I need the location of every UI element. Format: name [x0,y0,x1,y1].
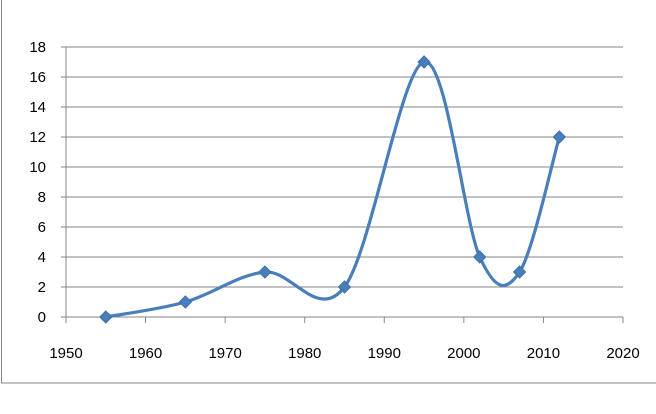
x-tick-label: 2010 [527,345,560,362]
x-tick-label: 1960 [129,345,162,362]
y-tick-label: 6 [38,219,46,236]
y-tick-label: 2 [38,279,46,296]
y-tick-label: 18 [29,39,46,56]
x-tick-label: 1990 [368,345,401,362]
y-tick-label: 16 [29,69,46,86]
chart-border [2,0,656,383]
y-tick-label: 12 [29,129,46,146]
y-tick-label: 10 [29,159,46,176]
x-tick-label: 1970 [208,345,241,362]
y-tick-label: 4 [38,249,46,266]
x-tick-label: 1980 [288,345,321,362]
y-tick-label: 0 [38,309,46,326]
y-tick-label: 14 [29,99,46,116]
x-tick-label: 2000 [447,345,480,362]
x-tick-label: 1950 [49,345,82,362]
x-tick-label: 2020 [606,345,639,362]
y-tick-label: 8 [38,189,46,206]
